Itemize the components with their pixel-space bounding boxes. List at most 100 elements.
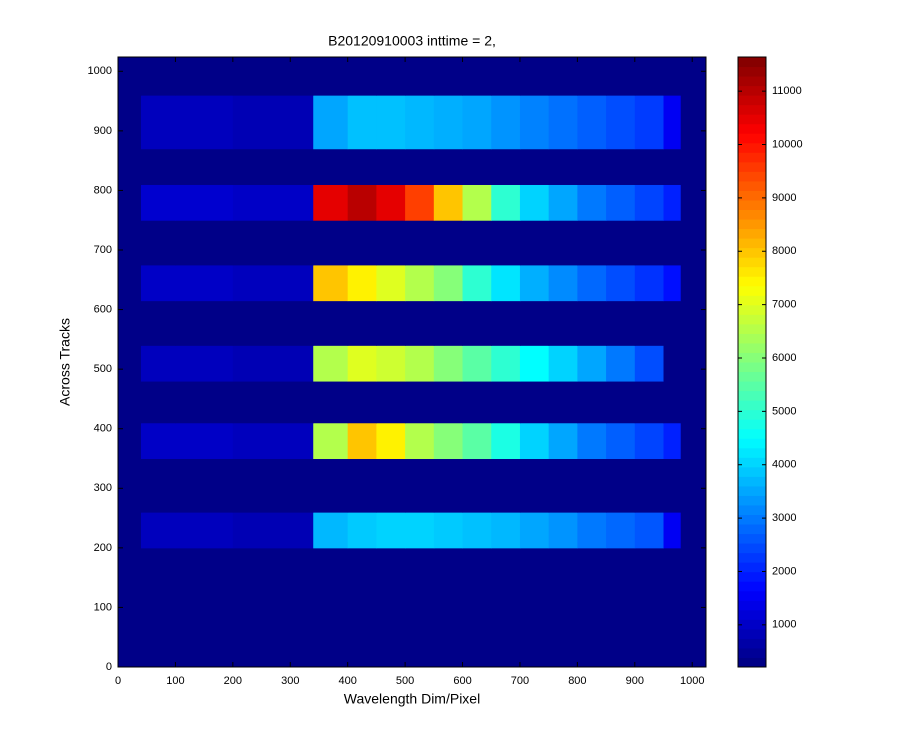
colorbar-slice: [738, 219, 766, 230]
heat-cell: [376, 458, 406, 513]
heat-cell: [433, 345, 464, 382]
heat-cell: [118, 95, 142, 150]
y-tick-label: 400: [94, 423, 112, 435]
heat-cell: [405, 95, 435, 150]
heat-cell: [548, 345, 578, 382]
heat-cell: [606, 95, 636, 150]
heat-cell: [491, 512, 521, 549]
heat-cell: [577, 148, 607, 185]
colorbar-slice: [738, 533, 766, 544]
heat-cell: [577, 184, 607, 221]
colorbar-slice: [738, 619, 766, 630]
x-tick-label: 500: [396, 675, 414, 687]
heat-cell: [519, 345, 550, 382]
y-tick-label: 100: [94, 601, 112, 613]
colorbar-slice: [738, 295, 766, 306]
colorbar-tick-label: 10000: [772, 138, 803, 150]
heat-cell: [313, 220, 349, 266]
heat-cell: [663, 264, 682, 302]
colorbar-slice: [738, 457, 766, 468]
colorbar-slice: [738, 485, 766, 496]
heat-cell: [118, 381, 142, 424]
heat-cell: [405, 458, 435, 513]
heat-cell: [462, 300, 492, 346]
heat-cell: [577, 220, 607, 266]
heat-cell: [140, 264, 176, 302]
heat-cell: [663, 57, 682, 96]
heat-cell: [347, 148, 377, 185]
heat-cell: [313, 458, 349, 513]
heat-cell: [462, 547, 492, 668]
heat-cell: [313, 95, 349, 150]
heat-cell: [663, 220, 682, 266]
colorbar-slice: [738, 495, 766, 506]
colorbar-slice: [738, 447, 766, 458]
heat-cell: [663, 95, 682, 150]
heat-cell: [232, 57, 314, 96]
colorbar-slice: [738, 609, 766, 620]
heat-cell: [405, 300, 435, 346]
heat-cell: [548, 422, 578, 460]
heat-cell: [491, 381, 521, 424]
heat-cell: [663, 422, 682, 460]
heat-cell: [548, 458, 578, 513]
y-tick-label: 800: [94, 184, 112, 196]
colorbar-slice: [738, 133, 766, 144]
heat-cell: [433, 220, 464, 266]
heat-cell: [491, 547, 521, 668]
heat-cell: [313, 264, 349, 302]
colorbar-slice: [738, 228, 766, 239]
y-axis-label: Across Tracks: [57, 318, 73, 406]
heat-cell: [175, 148, 234, 185]
heat-cell: [606, 300, 636, 346]
heat-cell: [313, 547, 349, 668]
heat-cell: [634, 220, 665, 266]
colorbar-slice: [738, 85, 766, 96]
heat-cell: [118, 512, 142, 549]
heat-cell: [175, 547, 234, 668]
heat-cell: [634, 458, 665, 513]
x-tick-label: 700: [511, 675, 529, 687]
heat-cell: [606, 264, 636, 302]
heat-cell: [376, 148, 406, 185]
axes-frame: [117, 56, 707, 668]
colorbar-slice: [738, 304, 766, 315]
heat-cell: [680, 381, 707, 424]
heat-cell: [462, 220, 492, 266]
colorbar-slice: [738, 419, 766, 430]
heat-cell: [118, 57, 142, 96]
colorbar-slice: [738, 342, 766, 353]
heat-cell: [140, 57, 176, 96]
x-tick-label: 0: [115, 675, 121, 687]
colorbar-slice: [738, 285, 766, 296]
colorbar-slice: [738, 466, 766, 477]
heat-cell: [634, 184, 665, 221]
heat-cell: [232, 95, 314, 150]
heat-cell: [347, 381, 377, 424]
heat-cell: [663, 381, 682, 424]
colorbar-tick-label: 1000: [772, 619, 796, 631]
heat-cell: [433, 547, 464, 668]
heat-cell: [313, 422, 349, 460]
heat-cell: [433, 422, 464, 460]
heat-cell: [347, 264, 377, 302]
heat-cell: [140, 345, 176, 382]
heat-cell: [175, 458, 234, 513]
heat-cell: [175, 300, 234, 346]
heat-cell: [577, 264, 607, 302]
heat-cell: [313, 57, 349, 96]
heat-cell: [175, 184, 234, 221]
heat-cell: [140, 547, 176, 668]
colorbar-slice: [738, 266, 766, 277]
heat-cell: [405, 184, 435, 221]
colorbar-slice: [738, 647, 766, 658]
heat-cell: [405, 220, 435, 266]
heat-cell: [118, 184, 142, 221]
heat-cell: [376, 95, 406, 150]
heat-cell: [680, 264, 707, 302]
colorbar-slice: [738, 95, 766, 106]
heat-cell: [491, 300, 521, 346]
heat-cell: [606, 220, 636, 266]
heat-cell: [519, 422, 550, 460]
